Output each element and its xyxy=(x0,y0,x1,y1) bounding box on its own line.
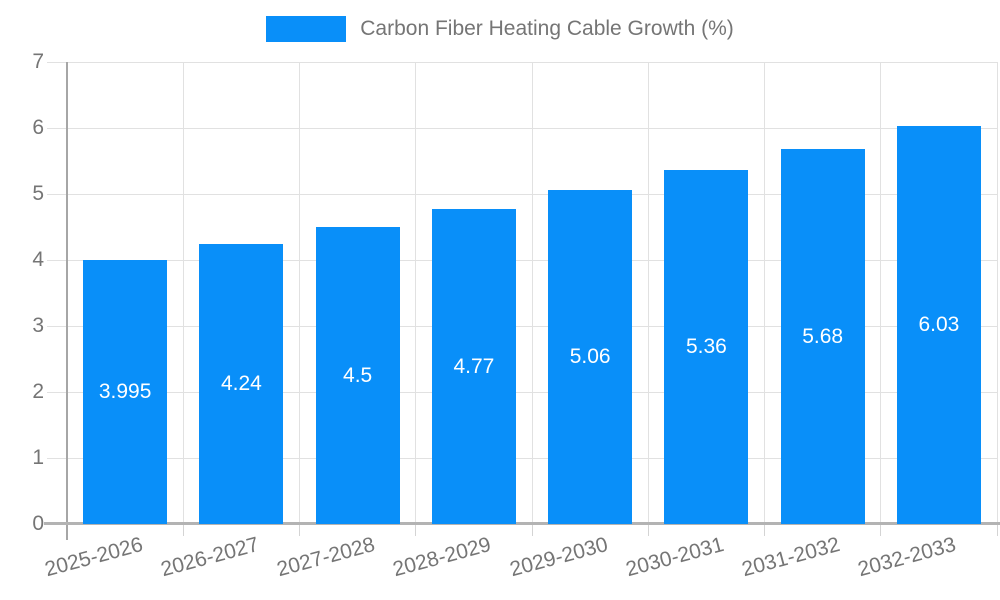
x-axis-label: 2030-2031 xyxy=(623,533,727,582)
v-gridline xyxy=(415,62,417,524)
v-gridline xyxy=(764,62,765,524)
bar-2028-2029[interactable] xyxy=(431,209,516,524)
v-gridline xyxy=(880,62,882,524)
bar-2026-2027[interactable] xyxy=(199,244,284,524)
bar-2031-2032[interactable] xyxy=(780,149,865,524)
h-gridline xyxy=(47,127,997,129)
x-axis-label: 2031-2032 xyxy=(739,533,843,582)
bar-value-label: 4.77 xyxy=(453,354,495,378)
h-gridline xyxy=(47,325,997,327)
y-axis-tick-label: 1 xyxy=(32,446,44,469)
bar-2025-2026[interactable] xyxy=(83,260,168,524)
x-axis-label: 2027-2028 xyxy=(274,533,378,582)
h-gridline xyxy=(47,193,997,195)
h-gridline xyxy=(47,391,997,393)
y-axis-tick-label: 6 xyxy=(32,116,44,139)
bar-2032-2033[interactable] xyxy=(896,126,981,524)
x-axis-label: 2032-2033 xyxy=(855,533,959,582)
y-axis-tick-label: 3 xyxy=(32,314,44,337)
legend-label: Carbon Fiber Heating Cable Growth (%) xyxy=(360,17,734,40)
bar-value-label: 5.06 xyxy=(569,345,611,369)
y-axis-tick-label: 0 xyxy=(32,512,44,535)
y-axis-tick-label: 2 xyxy=(32,380,44,403)
bar-value-label: 3.995 xyxy=(98,380,152,404)
bar-2027-2028[interactable] xyxy=(315,227,400,524)
y-axis-line xyxy=(66,62,68,540)
h-gridline xyxy=(47,61,997,63)
y-axis-tick-label: 5 xyxy=(32,182,44,205)
h-gridline xyxy=(47,457,997,459)
x-axis-line xyxy=(44,522,1000,525)
x-axis-label: 2025-2026 xyxy=(42,533,146,582)
bar-2029-2030[interactable] xyxy=(548,190,633,524)
v-gridline xyxy=(647,62,649,524)
bar-value-label: 5.36 xyxy=(685,335,727,359)
x-axis-tick xyxy=(531,524,533,536)
v-gridline xyxy=(182,62,184,524)
x-axis-tick xyxy=(996,524,998,536)
x-axis-tick xyxy=(647,524,649,536)
x-axis-tick xyxy=(299,524,300,536)
bar-2030-2031[interactable] xyxy=(664,170,749,524)
bar-value-label: 4.5 xyxy=(343,363,373,387)
x-axis-label: 2029-2030 xyxy=(507,533,611,582)
bar-value-label: 5.68 xyxy=(802,324,844,348)
v-gridline xyxy=(299,62,300,524)
bar-value-label: 4.24 xyxy=(220,372,262,396)
v-gridline xyxy=(996,62,998,524)
legend[interactable]: Carbon Fiber Heating Cable Growth (%) xyxy=(0,16,1000,42)
v-gridline xyxy=(531,62,533,524)
x-axis-label: 2028-2029 xyxy=(390,533,494,582)
y-axis-tick-label: 7 xyxy=(32,50,44,73)
bar-value-label: 6.03 xyxy=(918,313,960,336)
h-gridline xyxy=(47,259,997,261)
x-axis-tick xyxy=(182,524,184,536)
x-axis-tick xyxy=(764,524,765,536)
legend-swatch-icon xyxy=(266,16,347,42)
x-axis-label: 2026-2027 xyxy=(158,533,262,582)
x-axis-tick xyxy=(415,524,417,536)
y-axis-tick-label: 4 xyxy=(32,248,44,271)
x-axis-tick xyxy=(880,524,882,536)
